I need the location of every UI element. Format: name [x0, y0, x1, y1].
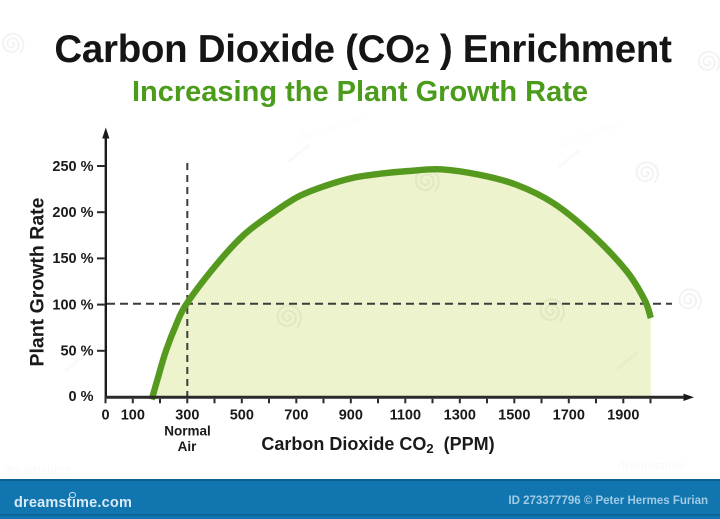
svg-text:1300: 1300 [444, 408, 476, 424]
svg-text:100 %: 100 % [52, 297, 93, 313]
svg-text:dreamstime: dreamstime [296, 110, 365, 145]
svg-text:Plant Growth Rate: Plant Growth Rate [27, 197, 49, 366]
svg-text:700: 700 [284, 408, 308, 424]
svg-text:1900: 1900 [607, 408, 639, 424]
svg-text:1700: 1700 [553, 408, 585, 424]
svg-text:200 %: 200 % [52, 205, 93, 221]
svg-text:Air: Air [178, 439, 198, 454]
svg-text:1500: 1500 [498, 408, 530, 424]
svg-text:1100: 1100 [390, 408, 421, 424]
svg-text:0: 0 [101, 408, 109, 424]
svg-text:500: 500 [230, 408, 254, 424]
svg-text:Carbon Dioxide CO2 (PPM): Carbon Dioxide CO2 (PPM) [261, 434, 494, 456]
svg-text:dreamstime: dreamstime [4, 462, 72, 477]
svg-text:Normal: Normal [164, 423, 211, 438]
svg-text:dreamstime: dreamstime [618, 458, 686, 473]
svg-text:900: 900 [339, 408, 363, 424]
svg-text:0 %: 0 % [69, 389, 94, 405]
svg-text:50 %: 50 % [60, 344, 93, 360]
svg-text:300: 300 [175, 408, 199, 424]
svg-text:100: 100 [121, 408, 145, 424]
svg-text:150 %: 150 % [52, 251, 93, 267]
svg-text:dreamstime: dreamstime [556, 116, 625, 151]
svg-text:250 %: 250 % [52, 159, 93, 175]
